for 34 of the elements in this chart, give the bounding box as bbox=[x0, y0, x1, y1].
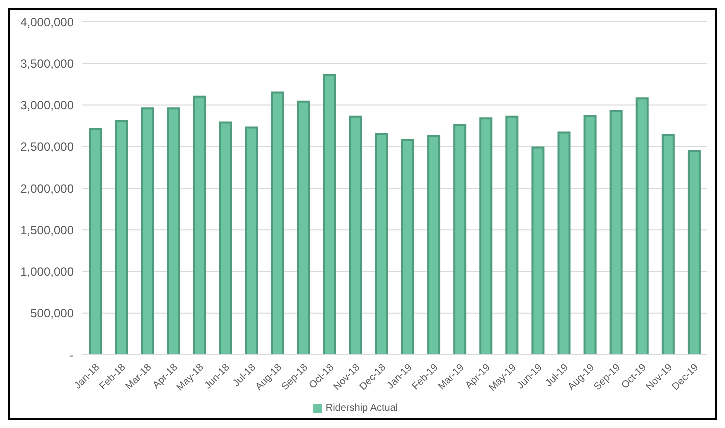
bar bbox=[375, 133, 388, 355]
bar bbox=[297, 100, 310, 355]
y-tick-label: 1,000,000 bbox=[20, 265, 74, 280]
bar bbox=[584, 115, 597, 355]
bar bbox=[89, 128, 102, 355]
bar bbox=[688, 150, 701, 355]
y-tick-label: - bbox=[70, 348, 74, 362]
bar bbox=[428, 135, 441, 355]
bar bbox=[115, 120, 128, 355]
bar bbox=[480, 118, 493, 355]
bar bbox=[662, 134, 675, 355]
bar bbox=[323, 74, 336, 355]
bar bbox=[532, 146, 545, 355]
y-tick-label: 500,000 bbox=[30, 306, 74, 321]
bar bbox=[402, 139, 414, 355]
y-tick-label: 2,000,000 bbox=[20, 182, 74, 196]
bar bbox=[245, 126, 258, 355]
y-tick-label: 1,500,000 bbox=[20, 223, 74, 238]
bar bbox=[219, 122, 232, 355]
bar bbox=[141, 108, 154, 355]
bar bbox=[167, 108, 180, 355]
bar bbox=[193, 96, 206, 355]
y-tick-label: 3,000,000 bbox=[20, 98, 74, 113]
bar bbox=[610, 110, 623, 355]
y-tick-label: 2,500,000 bbox=[20, 140, 74, 154]
bar bbox=[506, 116, 519, 355]
y-tick-label: 3,500,000 bbox=[20, 56, 74, 71]
bar bbox=[454, 124, 467, 355]
bar bbox=[558, 132, 571, 355]
bar bbox=[349, 116, 362, 355]
bar bbox=[636, 98, 649, 355]
y-tick-label: 4,000,000 bbox=[20, 15, 74, 30]
bar bbox=[271, 92, 284, 355]
legend-label: Ridership Actual bbox=[326, 403, 398, 414]
